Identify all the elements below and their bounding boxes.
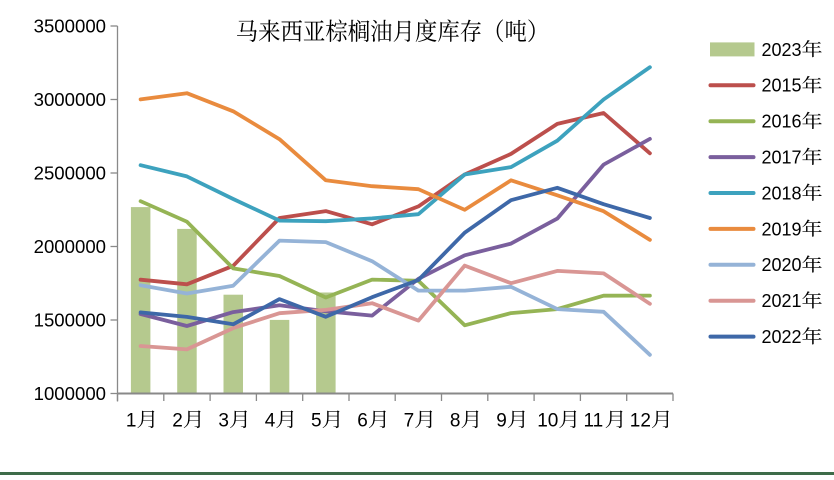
svg-text:2016: 2016: [762, 112, 802, 132]
svg-text:1000000: 1000000: [34, 383, 106, 404]
svg-text:2000000: 2000000: [34, 236, 106, 257]
svg-text:11: 11: [584, 411, 604, 432]
svg-text:2500000: 2500000: [34, 162, 106, 183]
svg-text:2019: 2019: [762, 219, 802, 239]
svg-text:1500000: 1500000: [34, 309, 106, 330]
svg-text:2018: 2018: [762, 183, 802, 203]
svg-text:3000000: 3000000: [34, 89, 106, 110]
svg-text:6: 6: [357, 411, 368, 432]
svg-text:2: 2: [172, 411, 183, 432]
svg-text:10: 10: [537, 411, 558, 432]
svg-text:3500000: 3500000: [34, 15, 106, 36]
svg-text:3: 3: [218, 411, 229, 432]
svg-text:9: 9: [496, 411, 507, 432]
svg-text:5: 5: [311, 411, 322, 432]
svg-text:1: 1: [126, 411, 137, 432]
svg-text:7: 7: [404, 411, 415, 432]
svg-text:2023: 2023: [762, 40, 802, 60]
svg-text:2021: 2021: [762, 291, 802, 311]
svg-text:8: 8: [450, 411, 461, 432]
svg-text:2022: 2022: [762, 327, 802, 347]
svg-text:2020: 2020: [762, 255, 802, 275]
svg-text:2017: 2017: [762, 148, 802, 168]
svg-text:2015: 2015: [762, 76, 802, 96]
svg-text:4: 4: [265, 411, 276, 432]
svg-text:12: 12: [630, 411, 651, 432]
